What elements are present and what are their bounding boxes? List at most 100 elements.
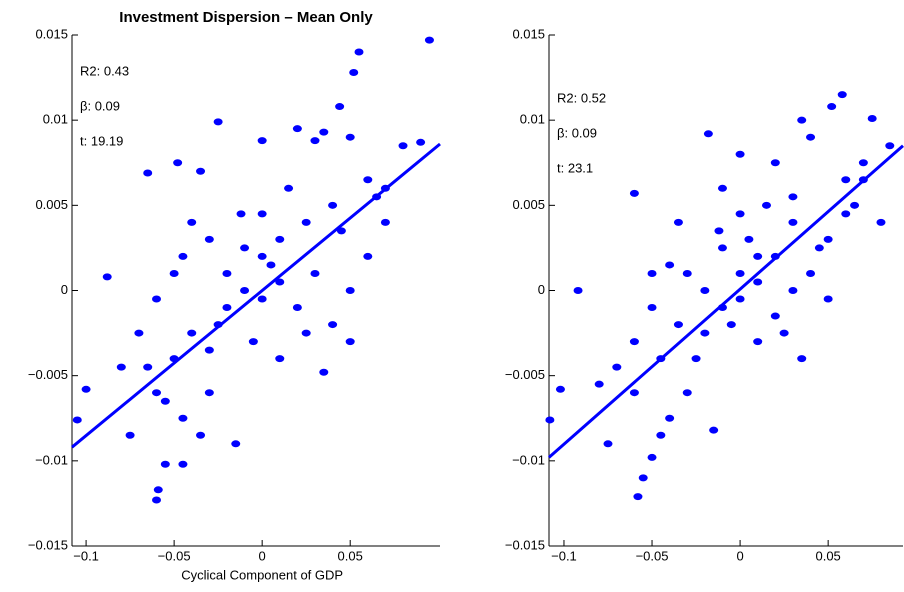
x-axis-label: Cyclical Component of GDP bbox=[181, 567, 343, 582]
point bbox=[398, 142, 408, 150]
point bbox=[116, 363, 126, 371]
point bbox=[257, 210, 267, 218]
point bbox=[665, 261, 675, 269]
y-tick-label: 0 bbox=[538, 282, 545, 297]
point bbox=[735, 210, 745, 218]
y-tick-label: −0.01 bbox=[512, 452, 545, 467]
point bbox=[823, 295, 833, 303]
point bbox=[187, 218, 197, 226]
point bbox=[173, 159, 183, 167]
point bbox=[153, 486, 163, 494]
chart-title: Investment Dispersion – Mean Only bbox=[119, 9, 373, 26]
point bbox=[204, 389, 214, 397]
point bbox=[345, 287, 355, 294]
point bbox=[169, 269, 179, 277]
y-tick-label: 0.015 bbox=[35, 26, 68, 41]
annotation: t: 19.19 bbox=[80, 133, 123, 148]
point bbox=[160, 460, 170, 468]
point bbox=[354, 48, 364, 56]
point bbox=[762, 201, 772, 209]
point bbox=[665, 414, 675, 422]
point bbox=[735, 269, 745, 277]
point bbox=[850, 201, 860, 209]
point bbox=[363, 252, 373, 260]
point bbox=[555, 385, 565, 393]
point bbox=[310, 269, 320, 277]
point bbox=[222, 304, 232, 312]
point bbox=[788, 287, 798, 294]
point bbox=[236, 210, 246, 218]
y-tick-label: 0.01 bbox=[43, 112, 68, 127]
y-tick-label: −0.005 bbox=[505, 367, 545, 382]
point bbox=[753, 338, 763, 346]
point bbox=[152, 389, 162, 397]
point bbox=[673, 218, 683, 226]
point bbox=[301, 218, 311, 226]
point bbox=[72, 416, 82, 424]
point bbox=[867, 114, 877, 122]
point bbox=[196, 431, 206, 439]
x-tick-label: −0.1 bbox=[551, 548, 577, 563]
point bbox=[753, 278, 763, 286]
point bbox=[292, 304, 302, 312]
x-tick-label: 0.05 bbox=[338, 548, 363, 563]
point bbox=[647, 453, 657, 461]
point bbox=[827, 103, 837, 111]
y-tick-label: 0 bbox=[61, 282, 68, 297]
point bbox=[102, 273, 112, 281]
y-tick-label: −0.015 bbox=[505, 537, 545, 552]
annotation: t: 23.1 bbox=[557, 160, 593, 175]
annotation: R2: 0.43 bbox=[80, 63, 129, 78]
point bbox=[841, 210, 851, 218]
point bbox=[319, 368, 329, 376]
point bbox=[797, 116, 807, 124]
point bbox=[345, 133, 355, 141]
point bbox=[152, 496, 162, 504]
point bbox=[770, 159, 780, 167]
fit-line bbox=[71, 142, 441, 449]
point bbox=[204, 235, 214, 243]
point bbox=[633, 493, 643, 501]
point bbox=[81, 385, 91, 393]
point bbox=[806, 133, 816, 141]
point bbox=[204, 346, 214, 354]
point bbox=[143, 169, 153, 177]
point bbox=[240, 244, 250, 252]
annotation: β: 0.09 bbox=[557, 125, 597, 140]
point bbox=[134, 329, 144, 337]
point bbox=[735, 150, 745, 158]
point bbox=[266, 261, 276, 269]
point bbox=[797, 355, 807, 363]
point bbox=[823, 235, 833, 243]
point bbox=[885, 142, 895, 150]
point bbox=[703, 130, 713, 138]
point bbox=[257, 137, 267, 145]
point bbox=[753, 252, 763, 260]
point bbox=[248, 338, 258, 346]
y-tick-label: −0.015 bbox=[28, 537, 68, 552]
point bbox=[841, 176, 851, 184]
point bbox=[196, 167, 206, 175]
point bbox=[349, 68, 359, 76]
y-tick-label: 0.005 bbox=[512, 197, 545, 212]
point bbox=[380, 218, 390, 226]
point bbox=[647, 304, 657, 312]
x-tick-label: 0.05 bbox=[815, 548, 840, 563]
x-tick-label: −0.1 bbox=[73, 548, 99, 563]
x-tick-label: −0.05 bbox=[636, 548, 669, 563]
point bbox=[275, 278, 285, 286]
point bbox=[629, 338, 639, 346]
point bbox=[770, 312, 780, 320]
point bbox=[363, 176, 373, 184]
point bbox=[682, 389, 692, 397]
x-tick-label: 0 bbox=[736, 548, 743, 563]
point bbox=[345, 338, 355, 346]
point bbox=[717, 244, 727, 252]
point bbox=[187, 329, 197, 337]
point bbox=[788, 193, 798, 201]
point bbox=[284, 184, 294, 192]
point bbox=[257, 295, 267, 303]
point bbox=[178, 460, 188, 468]
point bbox=[629, 389, 639, 397]
